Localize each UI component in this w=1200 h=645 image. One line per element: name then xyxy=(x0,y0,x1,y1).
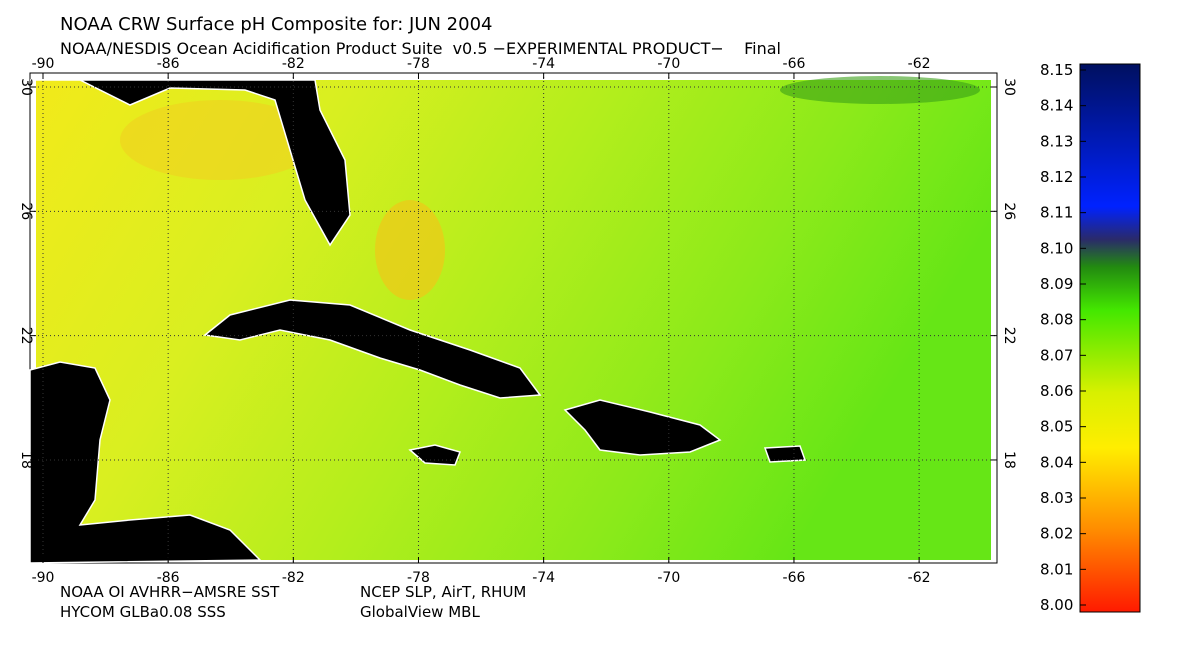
lat-label: 18 xyxy=(1001,451,1017,469)
lon-label: -74 xyxy=(532,56,555,72)
lat-label: 30 xyxy=(1001,78,1017,96)
lon-label: -66 xyxy=(783,570,806,586)
colorbar-label: 8.03 xyxy=(1040,489,1073,507)
lat-label: 22 xyxy=(18,327,34,345)
colorbar-label: 8.15 xyxy=(1040,61,1073,79)
colorbar-label: 8.01 xyxy=(1040,560,1073,578)
lon-label: -62 xyxy=(908,56,931,72)
lon-label: -90 xyxy=(32,570,55,586)
map xyxy=(29,72,998,564)
source-note: NOAA OI AVHRR−AMSRE SST xyxy=(60,583,280,601)
lat-label: 22 xyxy=(1001,327,1017,345)
colorbar-label: 8.02 xyxy=(1040,525,1073,543)
colorbar xyxy=(1079,63,1141,613)
shade xyxy=(120,100,320,180)
colorbar-label: 8.06 xyxy=(1040,382,1073,400)
colorbar-label: 8.09 xyxy=(1040,275,1073,293)
colorbar-label: 8.12 xyxy=(1040,168,1073,186)
colorbar-label: 8.05 xyxy=(1040,418,1073,436)
colorbar-label: 8.13 xyxy=(1040,132,1073,150)
lon-label: -82 xyxy=(282,56,305,72)
lon-label: -70 xyxy=(657,570,680,586)
colorbar-label: 8.07 xyxy=(1040,346,1073,364)
lat-label: 26 xyxy=(1001,202,1017,220)
land xyxy=(563,399,722,456)
title: NOAA CRW Surface pH Composite for: JUN 2… xyxy=(60,14,493,35)
lon-label: -86 xyxy=(157,56,180,72)
lon-label: -66 xyxy=(783,56,806,72)
colorbar-label: 8.10 xyxy=(1040,239,1073,257)
lon-label: -70 xyxy=(657,56,680,72)
land xyxy=(203,299,542,399)
lon-label: -78 xyxy=(407,56,430,72)
shade xyxy=(375,200,445,300)
colorbar-label: 8.04 xyxy=(1040,453,1073,471)
lon-label: -82 xyxy=(282,570,305,586)
lat-label: 18 xyxy=(18,451,34,469)
lat-label: 26 xyxy=(18,202,34,220)
land xyxy=(763,445,807,463)
colorbar-ramp xyxy=(1079,63,1141,613)
source-note: GlobalView MBL xyxy=(360,603,480,621)
land xyxy=(29,361,262,564)
source-note: HYCOM GLBa0.08 SSS xyxy=(60,603,226,621)
lon-label: -86 xyxy=(157,570,180,586)
lon-label: -90 xyxy=(32,56,55,72)
lat-label: 30 xyxy=(18,78,34,96)
land xyxy=(30,79,351,247)
source-note: NCEP SLP, AirT, RHUM xyxy=(360,583,526,601)
lon-label: -78 xyxy=(407,570,430,586)
lon-label: -74 xyxy=(532,570,555,586)
lon-label: -62 xyxy=(908,570,931,586)
colorbar-label: 8.08 xyxy=(1040,311,1073,329)
colorbar-label: 8.14 xyxy=(1040,97,1073,115)
colorbar-label: 8.11 xyxy=(1040,204,1073,222)
shade xyxy=(780,76,980,104)
colorbar-label: 8.00 xyxy=(1040,596,1073,614)
subtitle: NOAA/NESDIS Ocean Acidification Product … xyxy=(60,39,781,58)
